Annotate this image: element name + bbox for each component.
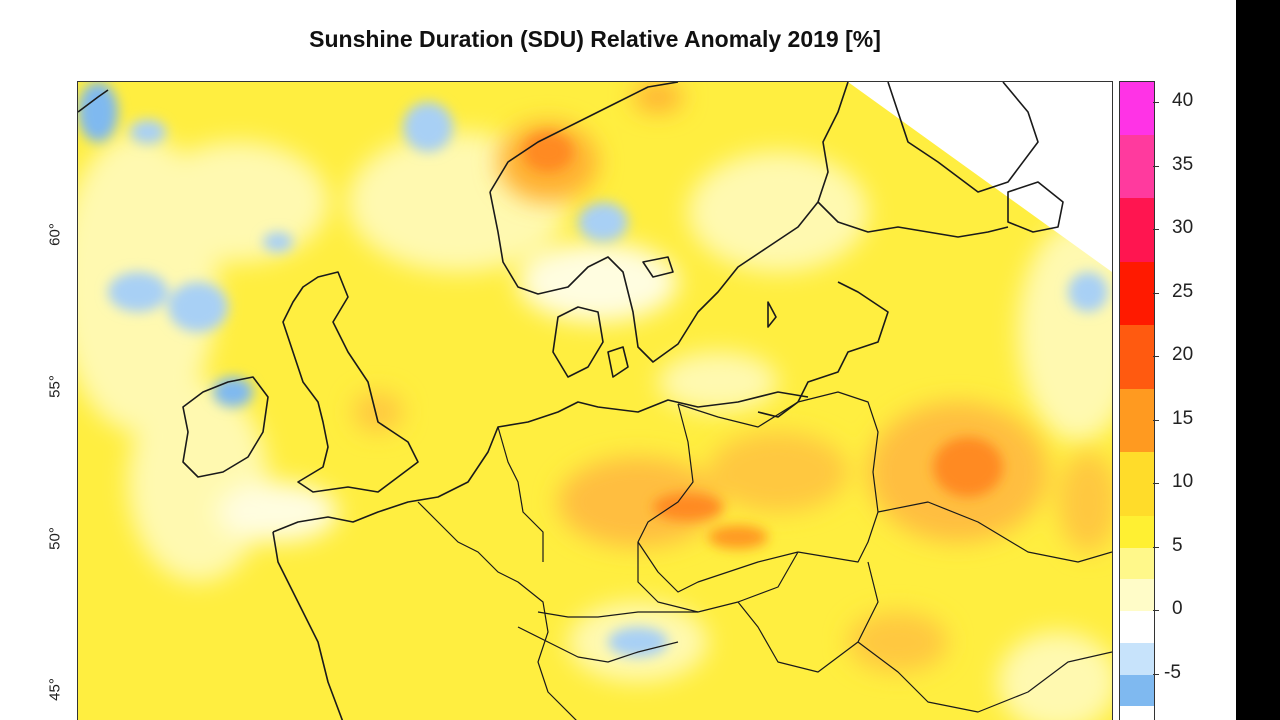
high-anomaly-areas	[523, 132, 1003, 549]
colorbar-tick	[1153, 419, 1159, 421]
colorbar-segment	[1120, 325, 1154, 389]
black-sidebar	[1236, 0, 1280, 720]
colorbar-tick	[1153, 229, 1159, 230]
latitude-label-50: 50°	[46, 527, 64, 550]
colorbar	[1119, 81, 1155, 720]
colorbar-tick	[1153, 292, 1159, 294]
colorbar-tick-label: 0	[1172, 598, 1183, 619]
colorbar-tick-label: -5	[1164, 661, 1181, 683]
latitude-label-60: 60°	[46, 223, 64, 246]
colorbar-tick	[1153, 483, 1159, 484]
latitude-label-45: 45°	[46, 678, 64, 701]
colorbar-tick-label: 25	[1172, 280, 1194, 302]
figure-canvas: Sunshine Duration (SDU) Relative Anomaly…	[0, 0, 1236, 720]
colorbar-segment	[1120, 261, 1154, 326]
colorbar-segment	[1120, 134, 1154, 199]
map-svg	[78, 82, 1112, 720]
colorbar-segment	[1120, 579, 1154, 611]
colorbar-tick	[1153, 356, 1159, 357]
colorbar-tick	[1153, 165, 1159, 167]
coastlines	[78, 82, 1112, 720]
colorbar-segment	[1120, 547, 1154, 580]
colorbar-segment	[1120, 611, 1154, 643]
latitude-label-55: 55°	[46, 375, 64, 398]
colorbar-segment	[1120, 515, 1154, 548]
colorbar-tick-label: 5	[1172, 534, 1183, 556]
colorbar-segment	[1120, 452, 1154, 516]
colorbar-tick-label: 15	[1172, 407, 1194, 429]
colorbar-tick	[1153, 546, 1159, 548]
anomaly-map	[77, 81, 1113, 720]
colorbar-tick-label: 10	[1172, 471, 1194, 492]
colorbar-tick-label: 20	[1172, 344, 1194, 365]
no-data-area	[848, 82, 1112, 272]
colorbar-segment	[1120, 82, 1154, 135]
colorbar-tick-label: 40	[1172, 90, 1194, 111]
colorbar-tick	[1153, 673, 1159, 675]
colorbar-tick	[1153, 610, 1159, 611]
map-title: Sunshine Duration (SDU) Relative Anomaly…	[309, 26, 881, 52]
colorbar-tick	[1153, 102, 1159, 103]
colorbar-segment	[1120, 198, 1154, 262]
colorbar-tick-label: 30	[1172, 217, 1194, 238]
colorbar-tick-label: 35	[1172, 153, 1194, 175]
colorbar-segment	[1120, 674, 1154, 707]
colorbar-segment	[1120, 642, 1154, 675]
colorbar-segment	[1120, 388, 1154, 453]
